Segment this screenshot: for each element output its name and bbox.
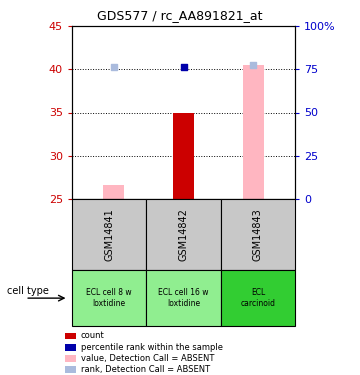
Bar <box>173 112 194 199</box>
Point <box>111 64 117 70</box>
Text: value, Detection Call = ABSENT: value, Detection Call = ABSENT <box>81 354 214 363</box>
Text: GDS577 / rc_AA891821_at: GDS577 / rc_AA891821_at <box>97 9 263 22</box>
Text: rank, Detection Call = ABSENT: rank, Detection Call = ABSENT <box>81 365 210 374</box>
Bar <box>103 185 124 199</box>
Text: GSM14841: GSM14841 <box>104 208 114 261</box>
Text: ECL cell 8 w
loxtidine: ECL cell 8 w loxtidine <box>86 288 132 308</box>
Point <box>181 64 186 70</box>
Text: ECL
carcinoid: ECL carcinoid <box>240 288 275 308</box>
Text: GSM14842: GSM14842 <box>179 208 189 261</box>
Point <box>251 62 256 68</box>
Bar <box>173 112 194 199</box>
Text: GSM14843: GSM14843 <box>253 208 263 261</box>
Text: cell type: cell type <box>7 286 49 296</box>
Text: ECL cell 16 w
loxtidine: ECL cell 16 w loxtidine <box>158 288 209 308</box>
Text: count: count <box>81 332 105 340</box>
Bar <box>243 65 264 199</box>
Text: percentile rank within the sample: percentile rank within the sample <box>81 343 223 352</box>
